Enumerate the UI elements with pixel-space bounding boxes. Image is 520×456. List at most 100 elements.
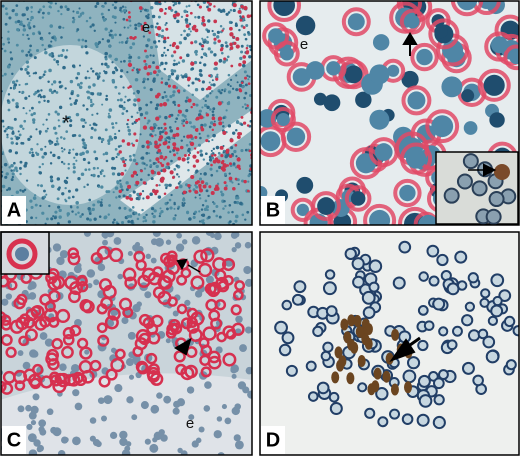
cell: [38, 171, 43, 175]
stained-cell: [213, 5, 216, 8]
cell: [225, 44, 229, 48]
stained-cell: [242, 55, 247, 59]
cell: [14, 166, 18, 170]
cell: [38, 76, 42, 80]
cell: [217, 151, 221, 155]
cell: [71, 64, 76, 68]
cell: [174, 214, 177, 217]
nucleus: [57, 450, 66, 455]
cell: [7, 41, 11, 44]
stained-cell: [208, 2, 212, 6]
stained-cell: [505, 359, 517, 371]
cell: [134, 211, 138, 215]
stained-cell: [154, 144, 159, 149]
cell: [42, 73, 46, 76]
cell: [108, 204, 111, 207]
nucleus: [17, 405, 25, 413]
cell: [191, 67, 195, 71]
cell: [198, 210, 201, 213]
stained-cell: [216, 331, 227, 343]
cell: [32, 196, 37, 200]
cell: [215, 145, 220, 150]
cell: [163, 67, 167, 71]
cell: [211, 138, 214, 142]
cell: [26, 17, 29, 21]
stained-cell: [274, 320, 288, 335]
cell: [108, 54, 112, 58]
cell: [104, 27, 108, 31]
cell: [42, 11, 45, 15]
cell: [164, 183, 168, 187]
cell: [234, 219, 238, 223]
nucleus: [176, 398, 186, 407]
cell: [55, 91, 59, 94]
cell: [145, 103, 149, 107]
cell: [38, 132, 42, 135]
nucleus: [463, 121, 478, 135]
stained-cell: [428, 275, 440, 287]
cell: [200, 219, 205, 223]
stained-cell: [152, 189, 157, 194]
cell: [61, 150, 64, 153]
cell: [27, 37, 30, 40]
stained-cell: [207, 7, 212, 12]
nucleus: [243, 265, 252, 275]
stained-cell: [161, 269, 176, 284]
cell: [49, 175, 54, 179]
stained-cell: [145, 195, 150, 200]
cell: [101, 38, 104, 41]
cell: [146, 77, 150, 81]
cell: [19, 20, 23, 24]
cell: [152, 80, 155, 83]
cell: [44, 145, 47, 148]
cell: [222, 125, 225, 128]
stained-cell: [186, 134, 191, 139]
panel-b-inset: [435, 151, 519, 225]
cell: [188, 217, 192, 221]
cell: [46, 99, 50, 103]
cell: [119, 104, 124, 109]
cell: [189, 152, 192, 155]
nucleus: [150, 444, 157, 451]
cell: [176, 19, 180, 24]
stained-cell: [362, 306, 376, 319]
cell: [199, 197, 202, 200]
cell: [171, 93, 175, 97]
cell: [199, 172, 202, 175]
stained-cell: [417, 339, 429, 352]
cell: [136, 111, 139, 114]
cell: [42, 95, 46, 99]
cell: [206, 29, 211, 33]
cell: [42, 123, 45, 126]
cell: [184, 99, 188, 103]
stained-cell: [234, 280, 246, 291]
cell: [75, 76, 79, 80]
cell: [122, 106, 126, 111]
cell: [56, 177, 61, 181]
nucleus: [160, 434, 168, 442]
stained-cell: [482, 335, 496, 349]
nucleus: [28, 449, 38, 455]
stained-cell: [159, 7, 164, 13]
cell: [26, 33, 29, 37]
positive-cell: [353, 315, 362, 328]
cell: [4, 175, 8, 179]
nucleus: [399, 184, 416, 202]
cell: [213, 53, 217, 57]
cell: [120, 41, 124, 44]
cell: [152, 54, 155, 57]
stained-cell: [229, 26, 233, 31]
nucleus: [416, 48, 433, 66]
stained-cell: [232, 35, 235, 39]
cell: [207, 215, 211, 219]
cell: [239, 56, 243, 61]
cell: [93, 128, 97, 132]
nucleus: [102, 233, 108, 239]
cell: [127, 220, 131, 224]
cell: [145, 213, 148, 217]
stained-membrane: [450, 1, 484, 17]
cell: [48, 68, 52, 73]
cell: [191, 81, 195, 85]
cell: [35, 48, 40, 53]
cell: [43, 151, 48, 156]
